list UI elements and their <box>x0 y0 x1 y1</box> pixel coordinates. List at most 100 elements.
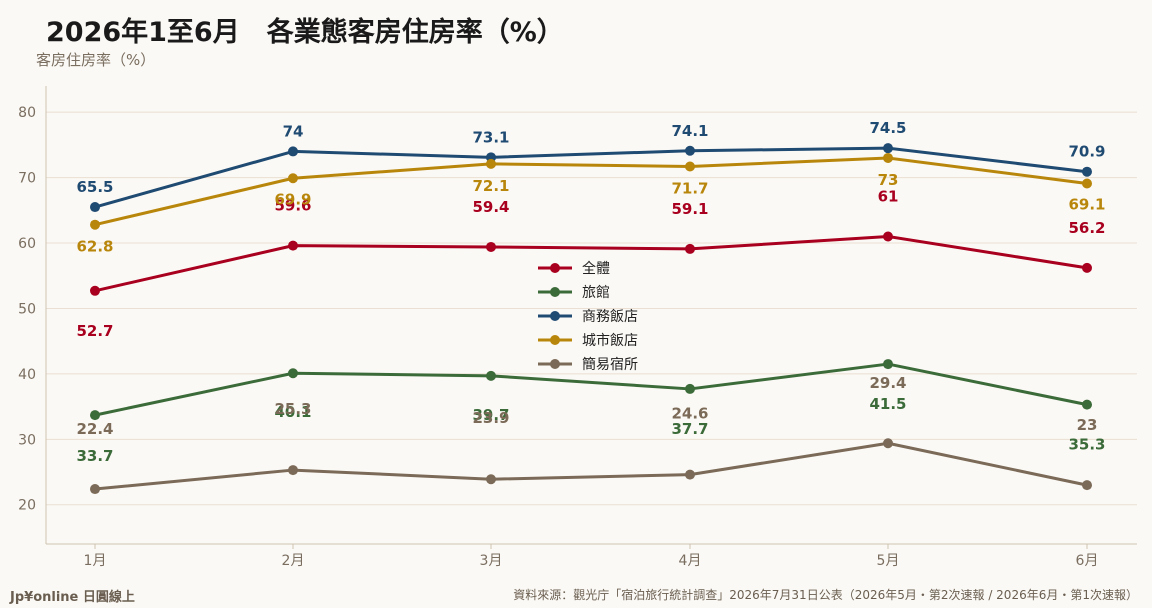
data-label: 59.1 <box>671 200 708 218</box>
data-label: 25.3 <box>274 400 311 418</box>
data-label: 59.4 <box>472 198 509 216</box>
data-point <box>486 241 496 252</box>
data-label: 74.5 <box>869 119 906 137</box>
data-label: 33.7 <box>76 447 113 465</box>
data-point <box>1082 399 1092 410</box>
data-point <box>883 152 893 163</box>
data-point <box>486 158 496 169</box>
data-point <box>90 285 100 296</box>
data-point <box>486 474 496 485</box>
legend: 全體旅館商務飯店城市飯店簡易宿所 <box>538 256 638 376</box>
series-line <box>94 146 1088 209</box>
data-label: 39.7 <box>472 406 509 424</box>
data-label: 70.9 <box>1068 143 1105 161</box>
x-tick-label: 4月 <box>679 553 702 569</box>
legend-item: 商務飯店 <box>538 304 638 328</box>
data-label: 62.8 <box>76 238 113 256</box>
data-point <box>288 368 298 379</box>
data-label: 22.4 <box>76 420 113 438</box>
data-label: 23.9 <box>472 409 509 427</box>
data-label: 40.1 <box>274 403 311 421</box>
y-tick-label: 70 <box>18 171 36 187</box>
data-label: 71.7 <box>671 179 708 197</box>
series-lines <box>90 143 1092 495</box>
legend-swatch <box>538 287 572 297</box>
x-tick-label: 2月 <box>282 553 305 569</box>
data-label: 69.1 <box>1068 195 1105 213</box>
data-label: 56.2 <box>1068 219 1105 237</box>
y-tick-label: 80 <box>18 105 36 121</box>
data-labels: 52.7 59.6 59.4 59.1 61 56.2 33.7 40.1 39.7 37.7 41… <box>76 119 1105 465</box>
data-point <box>90 202 100 213</box>
legend-item: 全體 <box>538 256 638 280</box>
y-axis-label: 客房住房率（%） <box>36 51 156 69</box>
legend-item: 城市飯店 <box>538 328 638 352</box>
data-label: 73 <box>878 171 899 189</box>
legend-swatch <box>538 263 572 273</box>
data-point <box>685 383 695 394</box>
series-line <box>94 156 1088 227</box>
data-point <box>1082 480 1092 491</box>
y-tick-label: 60 <box>18 236 36 252</box>
data-point <box>288 240 298 251</box>
data-point <box>90 219 100 230</box>
y-tick-label: 40 <box>18 367 36 383</box>
data-point <box>288 465 298 476</box>
data-point <box>685 145 695 156</box>
data-label: 52.7 <box>76 322 113 340</box>
data-label: 41.5 <box>869 395 906 413</box>
legend-label: 城市飯店 <box>582 333 638 349</box>
y-tick-label: 50 <box>18 301 36 317</box>
data-label: 74 <box>283 122 304 140</box>
data-label: 65.5 <box>76 178 113 196</box>
data-label: 69.9 <box>274 190 311 208</box>
data-point <box>883 231 893 242</box>
data-point <box>90 484 100 495</box>
x-tick-label: 1月 <box>84 553 107 569</box>
series-line <box>94 362 1088 417</box>
x-tick-label: 5月 <box>877 553 900 569</box>
grid-lines <box>46 111 1137 506</box>
data-point <box>883 438 893 449</box>
data-point <box>1082 262 1092 273</box>
data-label: 24.6 <box>671 405 708 423</box>
series-line <box>94 441 1088 491</box>
data-label: 73.1 <box>472 128 509 146</box>
legend-label: 簡易宿所 <box>582 357 638 373</box>
legend-label: 商務飯店 <box>582 309 638 325</box>
data-label: 59.6 <box>274 197 311 215</box>
data-point <box>883 143 893 154</box>
source-note: 資料來源：觀光庁「宿泊旅行統計調查」2026年7月31日公表（2026年5月・第… <box>513 588 1138 602</box>
legend-label: 全體 <box>582 261 610 277</box>
legend-item: 簡易宿所 <box>538 352 638 376</box>
x-tick-label: 6月 <box>1076 553 1099 569</box>
legend-swatch <box>538 311 572 321</box>
data-point <box>288 173 298 184</box>
data-point <box>90 410 100 421</box>
data-label: 35.3 <box>1068 436 1105 454</box>
data-point <box>486 370 496 381</box>
legend-swatch <box>538 335 572 345</box>
x-tick-label: 3月 <box>480 553 503 569</box>
data-point <box>1082 166 1092 177</box>
legend-item: 旅館 <box>538 280 638 304</box>
data-point <box>685 469 695 480</box>
data-point <box>288 146 298 157</box>
data-label: 29.4 <box>869 374 906 392</box>
chart-title: 2026年1至6月 各業態客房住房率（%） <box>46 17 564 48</box>
axes: 20 30 40 50 60 70 80 1月 2月 3月 4月 5月 6月 <box>18 86 1137 569</box>
data-point <box>685 243 695 254</box>
data-label: 37.7 <box>671 420 708 438</box>
legend-swatch <box>538 359 572 369</box>
series-line <box>94 234 1088 293</box>
data-label: 72.1 <box>472 177 509 195</box>
data-point <box>883 359 893 370</box>
data-label: 74.1 <box>671 122 708 140</box>
data-label: 23 <box>1077 416 1098 434</box>
data-point <box>1082 178 1092 189</box>
y-tick-label: 20 <box>18 498 36 514</box>
y-tick-label: 30 <box>18 432 36 448</box>
legend-label: 旅館 <box>582 285 610 301</box>
data-label: 61 <box>878 187 899 205</box>
